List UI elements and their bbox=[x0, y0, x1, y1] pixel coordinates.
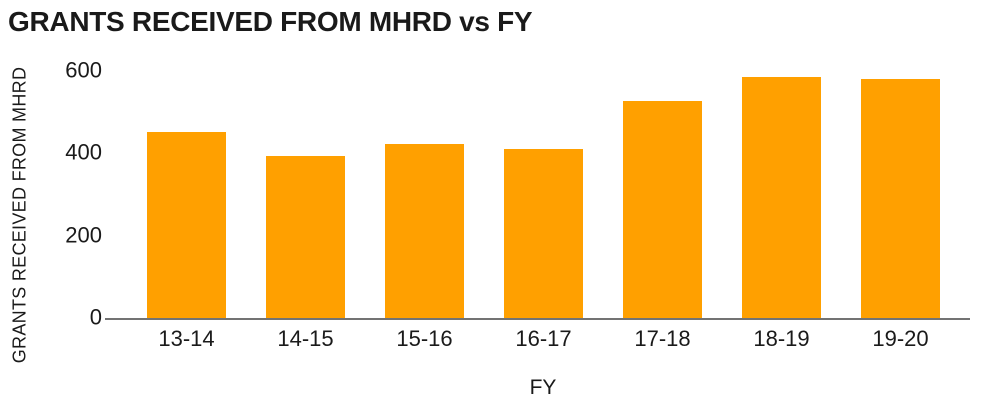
y-tick-label: 0 bbox=[89, 304, 102, 330]
bar bbox=[504, 149, 583, 318]
x-tick-label: 17-18 bbox=[634, 326, 691, 351]
x-tick-label: 19-20 bbox=[872, 326, 929, 351]
bar bbox=[147, 132, 226, 318]
bar bbox=[385, 144, 464, 318]
y-tick-label: 200 bbox=[65, 221, 102, 247]
y-tick-label: 600 bbox=[65, 56, 102, 82]
x-tick-label: 15-16 bbox=[396, 326, 453, 351]
x-tick-label: 16-17 bbox=[515, 326, 572, 351]
x-tick-label: 13-14 bbox=[158, 326, 215, 351]
bar bbox=[266, 156, 345, 318]
bar bbox=[861, 79, 940, 318]
x-axis-title: FY bbox=[529, 376, 557, 399]
bar bbox=[742, 77, 821, 318]
x-tick-label: 14-15 bbox=[277, 326, 334, 351]
x-axis-line bbox=[105, 318, 970, 320]
x-tick-label: 18-19 bbox=[753, 326, 810, 351]
bar bbox=[623, 101, 702, 318]
y-tick-label: 400 bbox=[65, 139, 102, 165]
chart-title: GRANTS RECEIVED FROM MHRD vs FY bbox=[8, 6, 533, 37]
